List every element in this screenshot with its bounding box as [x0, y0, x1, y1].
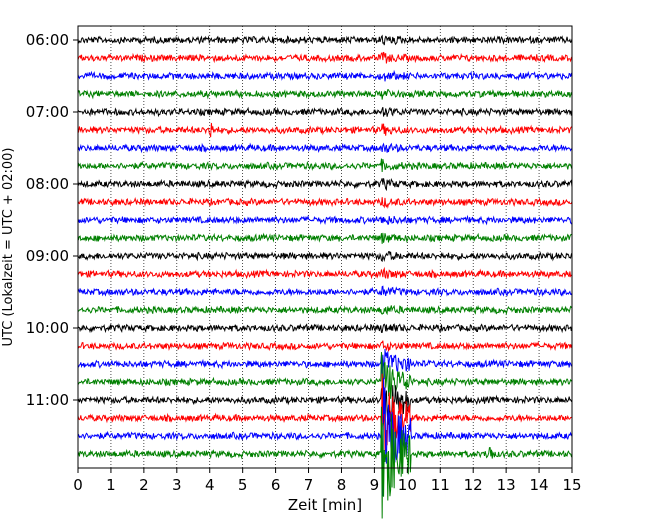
seismic-trace-0700	[77, 106, 573, 118]
y-tick-label: 08:00	[26, 175, 69, 193]
y-axis-ticks: 06:00 07:00 08:00 09:00 10:00 11:00	[26, 31, 78, 409]
y-tick-label: 07:00	[26, 103, 69, 121]
y-tick-label: 09:00	[26, 247, 69, 265]
seismic-trace-0845	[77, 232, 573, 244]
seismic-trace-0900	[77, 250, 573, 263]
x-tick-label: 11	[431, 476, 450, 494]
seismic-trace-1045	[77, 352, 573, 406]
plot-frame	[77, 25, 573, 469]
seismic-trace-0800	[77, 177, 573, 192]
x-tick-label: 15	[562, 476, 581, 494]
y-axis-label: UTC (Lokalzeit = UTC + 02:00)	[1, 148, 16, 347]
seismic-trace-0600	[77, 34, 573, 46]
y-tick-label: 11:00	[26, 391, 69, 409]
x-tick-label: 14	[530, 476, 549, 494]
x-tick-label: 9	[370, 476, 380, 494]
seismic-trace-0615	[77, 51, 573, 64]
x-tick-label: 13	[497, 476, 516, 494]
seismic-trace-1015	[77, 340, 573, 352]
x-axis-ticks: 0 1 2 3 4 5 6 7 8 9 10 11 12 13 14 15	[73, 468, 582, 494]
seismic-trace-1115	[77, 373, 573, 451]
seismic-trace-0630	[77, 69, 573, 82]
x-tick-label: 10	[398, 476, 417, 494]
y-tick-label: 06:00	[26, 31, 69, 49]
x-tick-label: 5	[238, 476, 248, 494]
seismic-trace-1130	[77, 378, 573, 497]
x-tick-label: 4	[205, 476, 215, 494]
x-tick-label: 0	[73, 476, 83, 494]
seismic-trace-1030	[77, 349, 573, 380]
x-tick-label: 12	[464, 476, 483, 494]
x-tick-label: 8	[337, 476, 347, 494]
seismic-trace-0645	[77, 88, 573, 100]
x-tick-label: 3	[172, 476, 182, 494]
x-tick-label: 7	[304, 476, 314, 494]
x-tick-label: 6	[271, 476, 281, 494]
trace-group	[77, 34, 573, 519]
x-tick-label: 1	[106, 476, 116, 494]
seismic-trace-0930	[77, 285, 573, 297]
seismic-trace-1145	[77, 406, 573, 519]
x-axis-label: Zeit [min]	[288, 496, 362, 514]
seismic-trace-0730	[77, 142, 573, 154]
seismic-trace-0745	[77, 158, 573, 172]
x-tick-label: 2	[139, 476, 149, 494]
y-tick-label: 10:00	[26, 319, 69, 337]
seismic-trace-1100	[77, 385, 573, 428]
seismic-trace-0815	[77, 197, 573, 209]
seismic-trace-1000	[77, 323, 573, 334]
seismic-trace-0830	[77, 214, 573, 226]
seismic-trace-0945	[77, 304, 573, 316]
seismic-trace-0915	[77, 266, 573, 280]
seismic-trace-0715	[77, 122, 573, 138]
